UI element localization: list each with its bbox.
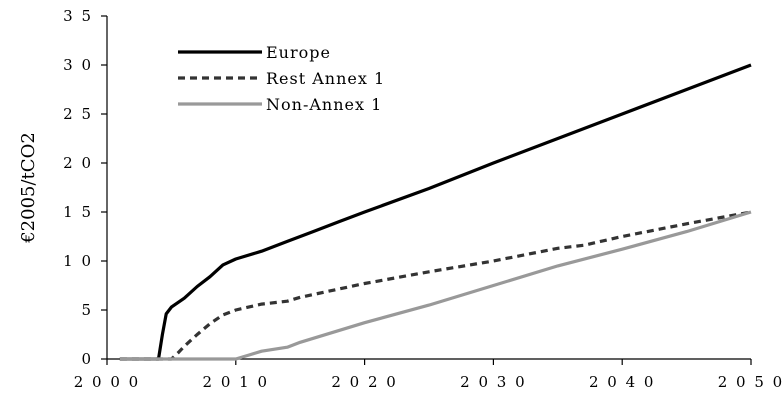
legend: Europe Rest Annex 1 Non-Annex 1 <box>178 43 385 114</box>
y-tick-label: 3 0 <box>63 56 93 74</box>
y-ticks: 0 5 1 0 1 5 2 0 2 5 3 0 3 5 <box>63 7 107 368</box>
legend-label: Europe <box>266 43 331 62</box>
x-ticks: 2 0 0 0 2 0 1 0 2 0 2 0 2 0 3 0 2 0 4 0 2 0 5… <box>74 359 782 391</box>
y-axis-label: €2005/tCO2 <box>18 132 39 244</box>
y-tick-label: 1 5 <box>63 203 93 221</box>
legend-label: Rest Annex 1 <box>266 69 385 88</box>
series-line-non-annex-1 <box>119 210 752 361</box>
legend-label: Non-Annex 1 <box>266 95 382 114</box>
y-tick-label: 1 0 <box>63 252 93 270</box>
x-tick-label: 2 0 1 0 <box>203 373 269 391</box>
y-tick-label: 2 0 <box>63 154 93 172</box>
series-line-europe <box>119 63 752 361</box>
series-line-rest-annex-1 <box>119 210 752 361</box>
x-tick-label: 2 0 3 0 <box>460 373 526 391</box>
y-tick-label: 0 <box>81 350 93 368</box>
y-tick-label: 5 <box>81 301 93 319</box>
x-tick-label: 2 0 2 0 <box>331 373 397 391</box>
x-tick-label: 2 0 0 0 <box>74 373 140 391</box>
y-tick-label: 3 5 <box>63 7 93 25</box>
series-lines <box>119 63 752 361</box>
x-tick-label: 2 0 4 0 <box>589 373 655 391</box>
x-tick-label: 2 0 5 0 <box>718 373 782 391</box>
y-tick-label: 2 5 <box>63 105 93 123</box>
